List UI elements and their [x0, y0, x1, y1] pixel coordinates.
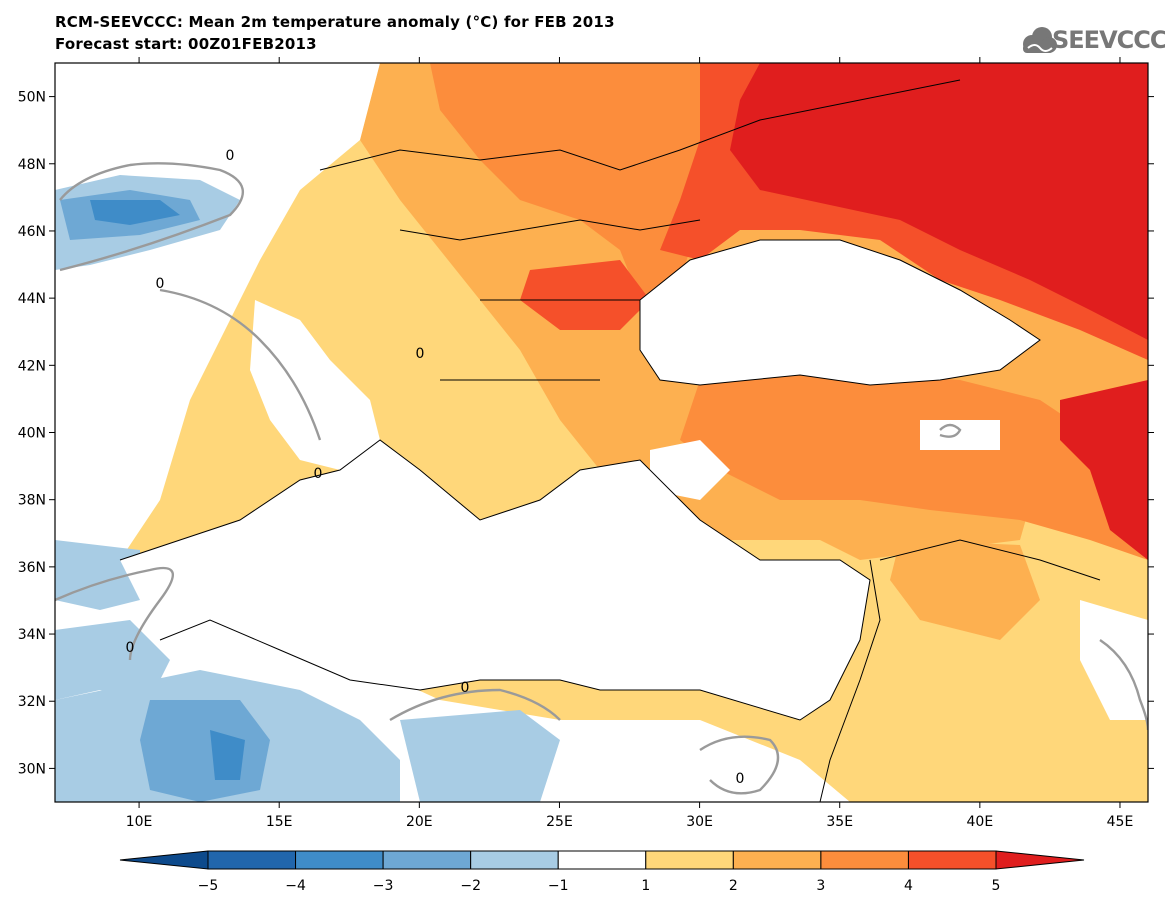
lon-tick-label: 45E — [1107, 814, 1134, 830]
lon-tick-label: 30E — [686, 814, 713, 830]
lat-tick-label: 34N — [18, 627, 46, 643]
contour-label-zero: 0 — [314, 466, 323, 482]
logo-text: SEEVCCC — [1052, 26, 1165, 54]
lat-tick-label: 32N — [18, 694, 46, 710]
colorbar-label: 3 — [816, 878, 825, 894]
contour-label-zero: 0 — [461, 680, 470, 696]
colorbar-label: 4 — [904, 878, 913, 894]
colorbar-extend-high — [995, 850, 1085, 870]
lat-tick-label: 46N — [18, 224, 46, 240]
contour-label-zero: 0 — [736, 771, 745, 787]
contour-label-zero: 0 — [416, 346, 425, 362]
colorbar: −5 −4 −3 −2 −1 1 2 3 4 5 — [119, 850, 1085, 894]
lat-tick-label: 30N — [18, 761, 46, 777]
lat-tick-label: 40N — [18, 426, 46, 442]
lon-tick-label: 40E — [967, 814, 994, 830]
contour-label-zero: 0 — [126, 640, 135, 656]
lon-tick-label: 20E — [406, 814, 433, 830]
lon-tick-label: 35E — [826, 814, 853, 830]
colorbar-extend-low — [119, 850, 209, 870]
colorbar-segment — [295, 850, 384, 870]
colorbar-label: −3 — [373, 878, 394, 894]
lat-tick-label: 48N — [18, 157, 46, 173]
lat-tick-label: 38N — [18, 493, 46, 509]
title-line-1: RCM-SEEVCCC: Mean 2m temperature anomaly… — [55, 13, 615, 31]
map-field — [55, 63, 1148, 802]
colorbar-label: 1 — [641, 878, 650, 894]
axis-ticks: 10E 15E 20E 25E 30E 35E 40E 45E 30N 32N 34N 36N 38N 4… — [18, 57, 1154, 830]
colorbar-segment — [820, 850, 909, 870]
colorbar-segment — [207, 850, 297, 870]
colorbar-label: 2 — [729, 878, 738, 894]
colorbar-label: −1 — [548, 878, 569, 894]
colorbar-label: −4 — [285, 878, 306, 894]
title-line-2: Forecast start: 00Z01FEB2013 — [55, 35, 317, 53]
contour-label-zero: 0 — [156, 276, 165, 292]
lat-tick-label: 42N — [18, 358, 46, 374]
colorbar-label: 5 — [992, 878, 1001, 894]
colorbar-segment — [907, 850, 997, 870]
colorbar-segment — [732, 850, 822, 870]
colorbar-segment — [557, 850, 647, 870]
lon-tick-label: 15E — [266, 814, 293, 830]
colorbar-segment — [382, 850, 472, 870]
lat-tick-label: 44N — [18, 291, 46, 307]
contour-labels: 0 0 0 0 0 0 0 — [126, 148, 745, 787]
lon-tick-label: 25E — [546, 814, 573, 830]
colorbar-label: −2 — [460, 878, 481, 894]
lat-tick-label: 36N — [18, 560, 46, 576]
lat-tick-label: 50N — [18, 90, 46, 106]
colorbar-label: −5 — [198, 878, 219, 894]
colorbar-segment — [470, 850, 559, 870]
contour-label-zero: 0 — [226, 148, 235, 164]
cloud-icon — [1023, 27, 1057, 53]
colorbar-segment — [645, 850, 734, 870]
lon-tick-label: 10E — [126, 814, 153, 830]
